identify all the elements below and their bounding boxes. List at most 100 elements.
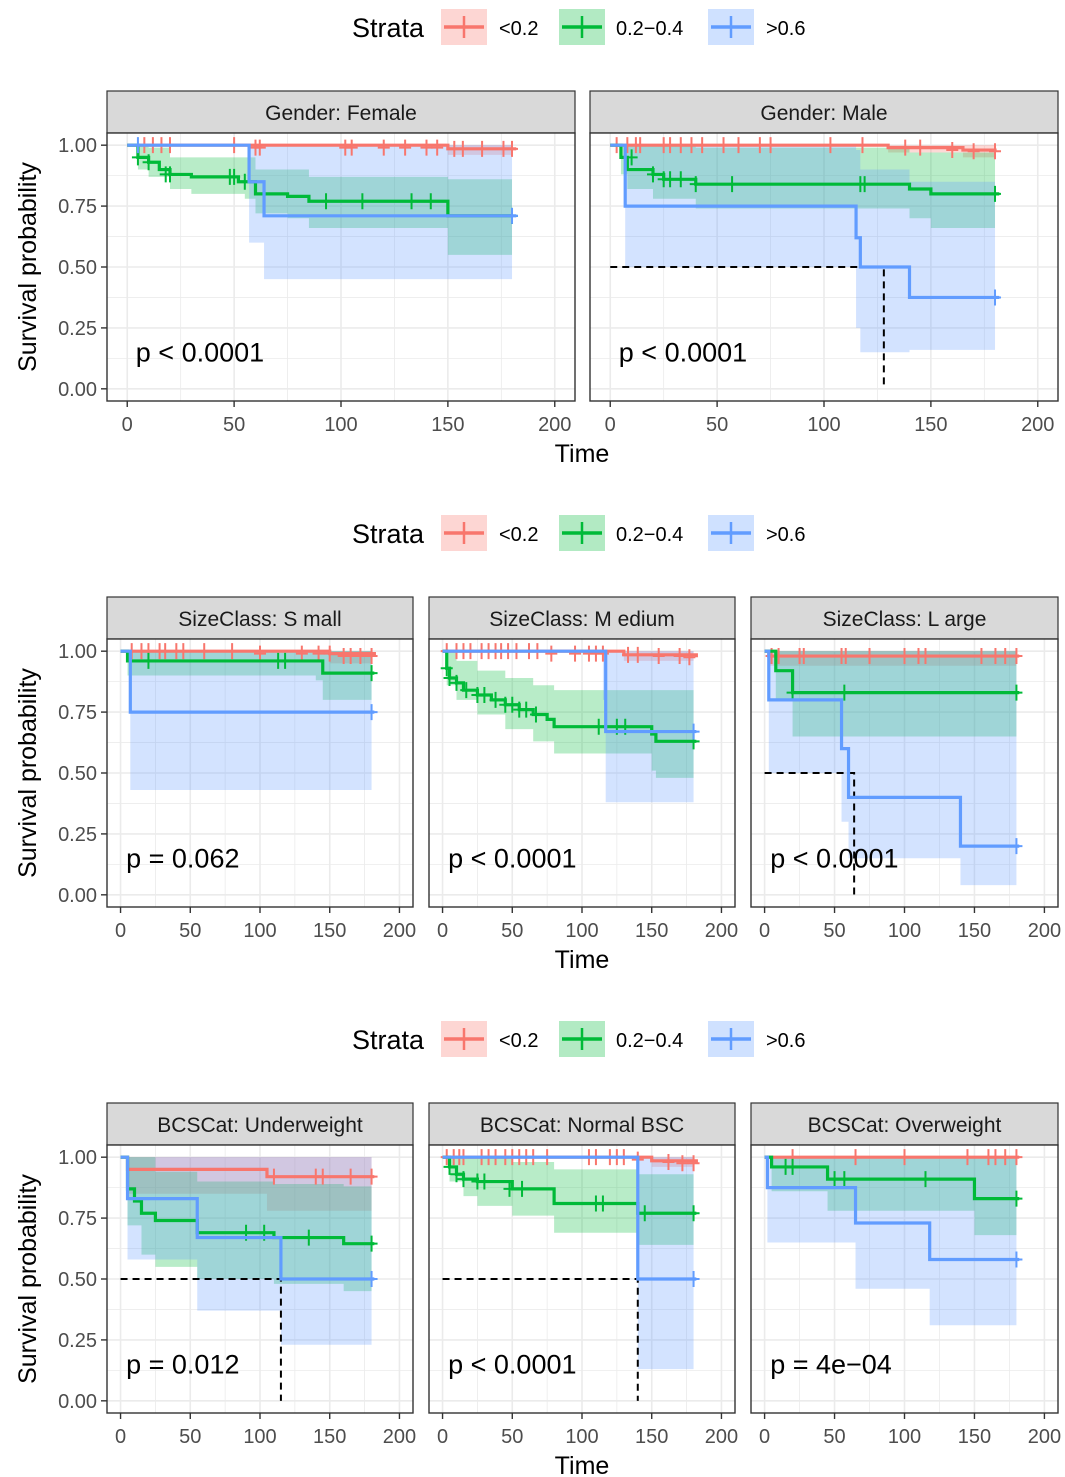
x-tick-label: 150 xyxy=(635,920,668,942)
censor-mark xyxy=(961,1149,974,1166)
x-tick-label: 0 xyxy=(759,1426,770,1448)
p-value: p = 0.012 xyxy=(126,1349,239,1379)
x-tick-label: 150 xyxy=(431,414,464,436)
y-tick-label: 0.75 xyxy=(58,196,97,218)
x-tick-label: 100 xyxy=(565,1426,598,1448)
survival-curve-3 xyxy=(120,1155,375,1281)
legend-label-1: <0.2 xyxy=(499,18,538,40)
censor-mark xyxy=(478,1173,491,1190)
censor-mark xyxy=(1010,648,1023,665)
survival-curve-2 xyxy=(120,1155,375,1246)
survival-curve-3 xyxy=(120,649,375,714)
censor-mark xyxy=(323,645,336,662)
censor-mark xyxy=(420,139,433,156)
x-tick-label: 100 xyxy=(888,1426,921,1448)
x-axis-title: Time xyxy=(555,440,610,468)
x-tick-label: 0 xyxy=(122,414,133,436)
censor-mark xyxy=(267,1168,280,1185)
censor-mark xyxy=(696,137,709,154)
censor-mark xyxy=(177,643,190,660)
legend-key-3 xyxy=(708,9,754,45)
legend-title: Strata xyxy=(352,13,425,43)
censor-mark xyxy=(569,645,582,662)
censor-mark xyxy=(520,701,533,718)
censor-mark xyxy=(226,643,239,660)
panel-2-2: SizeClass: M edium p < 0.0001 0 50 100 150 200 xyxy=(428,596,738,942)
chart-block-2: Strata <0.2 0.2−0.4 >0.6 Survival probabilit… xyxy=(14,515,1061,974)
x-tick-label: 100 xyxy=(888,920,921,942)
x-tick-label: 0 xyxy=(437,920,448,942)
survival-curve-3 xyxy=(442,649,697,734)
y-tick-label: 0.25 xyxy=(58,318,97,340)
censor-mark xyxy=(856,137,869,154)
x-tick-label: 50 xyxy=(501,920,523,942)
x-tick-label: 150 xyxy=(958,920,991,942)
x-tick-label: 100 xyxy=(807,414,840,436)
panel-strip xyxy=(750,596,1059,640)
censor-mark xyxy=(489,691,502,708)
censor-mark xyxy=(443,669,456,686)
censor-mark xyxy=(460,682,473,699)
censor-mark xyxy=(638,1205,651,1222)
censor-mark xyxy=(356,193,369,210)
p-value: p < 0.0001 xyxy=(619,337,747,367)
censor-mark xyxy=(685,137,698,154)
panel-strip-label: Gender: Female xyxy=(265,102,417,125)
censor-mark xyxy=(863,648,876,665)
censor-mark xyxy=(198,643,211,660)
censor-mark xyxy=(838,684,851,701)
censor-mark xyxy=(476,140,489,157)
censor-mark xyxy=(898,1149,911,1166)
censor-mark xyxy=(457,1171,470,1188)
censor-mark xyxy=(365,1235,378,1252)
censor-mark xyxy=(450,1166,463,1183)
ci-ribbon-2 xyxy=(120,1157,372,1292)
censor-mark xyxy=(399,139,412,156)
legend-label-2: 0.2−0.4 xyxy=(616,524,683,546)
censor-mark xyxy=(687,1205,700,1222)
censor-mark xyxy=(1010,1251,1023,1268)
y-tick-label: 0.25 xyxy=(58,824,97,846)
median-survival-line xyxy=(764,772,856,895)
panel-1-1: Gender: Female p < 0.0001 0 50 100 150 200 0.00… xyxy=(58,90,576,436)
x-tick-label: 200 xyxy=(538,414,571,436)
panel-strip-label: SizeClass: S mall xyxy=(178,608,341,631)
survival-curve-3 xyxy=(764,1155,1020,1262)
ci-ribbon-3 xyxy=(442,1157,694,1370)
censor-mark xyxy=(506,207,519,224)
censor-mark xyxy=(849,1149,862,1166)
p-value: p < 0.0001 xyxy=(448,1349,576,1379)
panel-3-1: BCSCat: Underweight p = 0.012 0 50 100 150 200… xyxy=(58,1102,416,1448)
censor-mark xyxy=(673,648,686,665)
survival-curve-3 xyxy=(442,1155,697,1281)
censor-mark xyxy=(732,137,745,154)
censor-mark xyxy=(999,648,1012,665)
ci-ribbon-3 xyxy=(120,651,372,791)
x-tick-label: 50 xyxy=(823,1426,845,1448)
y-tick-label: 1.00 xyxy=(58,641,97,663)
censor-mark xyxy=(625,149,638,166)
ci-ribbon-3 xyxy=(764,1157,1017,1326)
censor-mark xyxy=(302,1229,315,1246)
y-tick-label: 0.50 xyxy=(58,763,97,785)
panel-strip-label: SizeClass: L arge xyxy=(823,608,987,631)
panel-2-3: SizeClass: L arge p < 0.0001 0 50 100 150 200 xyxy=(750,596,1061,942)
x-axis-title: Time xyxy=(555,1452,610,1477)
x-tick-label: 200 xyxy=(383,1426,416,1448)
censor-mark xyxy=(320,193,333,210)
censor-mark xyxy=(687,723,700,740)
x-tick-label: 200 xyxy=(1028,920,1061,942)
censor-mark xyxy=(646,166,659,183)
censor-mark xyxy=(899,139,912,156)
ci-ribbon-1 xyxy=(127,145,513,155)
censor-mark xyxy=(717,137,730,154)
censor-mark xyxy=(914,139,927,156)
censor-mark xyxy=(254,645,266,662)
legend: Strata <0.2 0.2−0.4 >0.6 xyxy=(352,515,805,551)
legend-key-1 xyxy=(441,9,487,45)
x-tick-label: 200 xyxy=(1021,414,1054,436)
censor-mark xyxy=(946,142,959,159)
survival-curve-3 xyxy=(610,143,1000,300)
panel-strip xyxy=(106,596,414,640)
y-axis-title: Survival probability xyxy=(14,668,42,878)
